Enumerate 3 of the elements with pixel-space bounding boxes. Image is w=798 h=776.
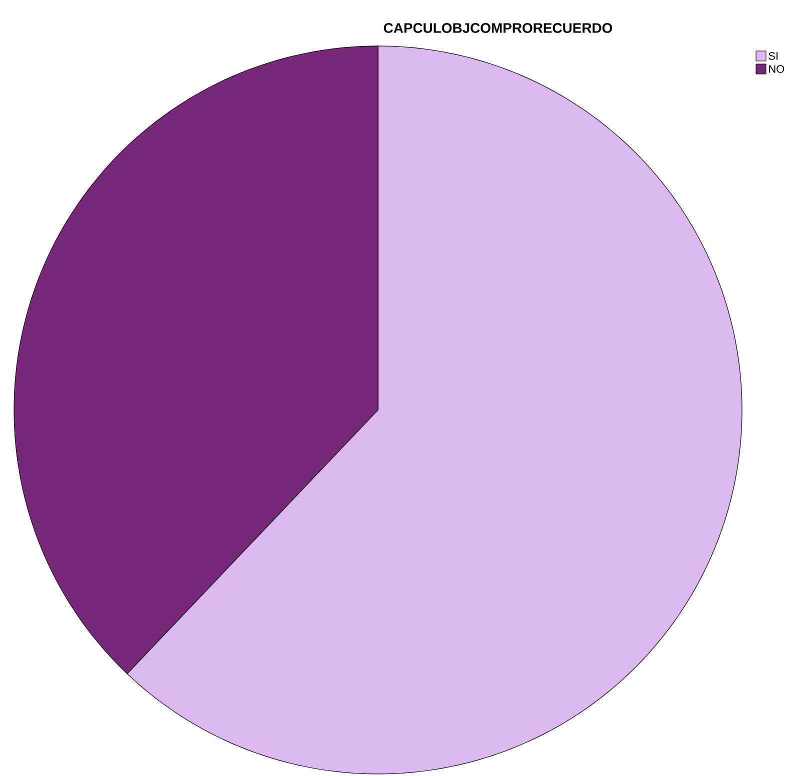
legend-label: SI [768,52,778,60]
chart-title: CAPCULOBJCOMPRORECUERDO [384,23,612,33]
legend-label: NO [769,65,784,73]
